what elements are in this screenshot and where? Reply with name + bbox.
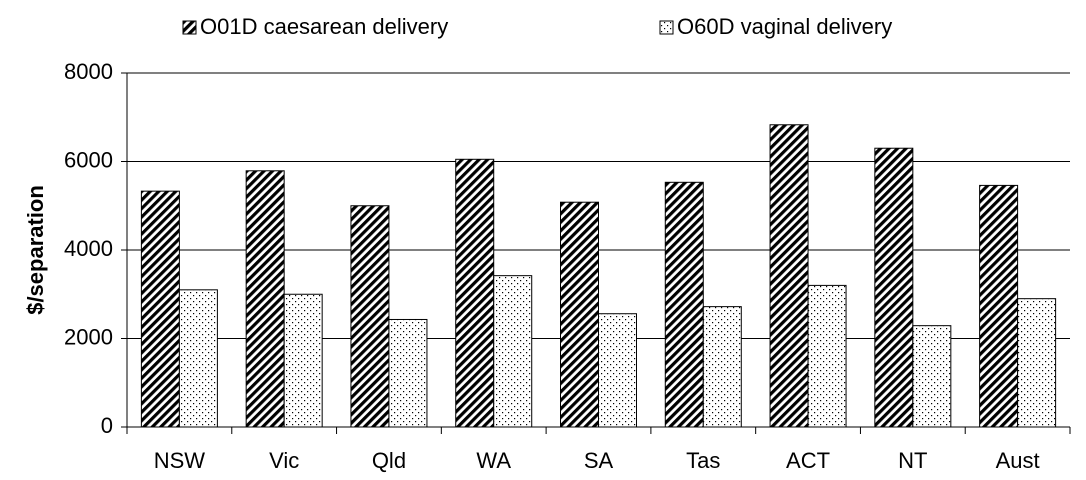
y-axis-label: $/separation [23,185,48,315]
x-tick-label: NT [898,448,927,473]
bar [245,170,285,428]
bar [283,293,323,428]
x-tick-label: Vic [269,448,299,473]
bar [769,124,809,428]
y-tick-label: 4000 [64,236,113,261]
bar [1017,298,1057,428]
x-tick-label: Aust [996,448,1040,473]
y-tick-label: 8000 [64,59,113,84]
x-tick-label: ACT [786,448,830,473]
bar [912,325,952,428]
bar [350,205,390,428]
legend-swatch [182,20,197,35]
x-tick-label: NSW [154,448,206,473]
x-tick-label: Qld [372,448,406,473]
bar [702,306,742,428]
y-tick-label: 0 [101,413,113,438]
y-tick-label: 6000 [64,147,113,172]
bar [178,289,218,428]
y-tick-label: 2000 [64,324,113,349]
x-tick-label: WA [476,448,511,473]
bar [388,318,428,428]
x-tick-label: Tas [686,448,720,473]
x-tick-label: SA [584,448,614,473]
legend-label: O60D vaginal delivery [677,14,892,39]
bar [979,184,1019,428]
legend-swatch [659,20,674,35]
bar [493,275,533,428]
bar [664,181,704,428]
bar [560,201,599,428]
bar [140,190,180,428]
bar [598,313,637,428]
bar [455,158,495,428]
legend-label: O01D caesarean delivery [200,14,448,39]
bar [807,284,847,428]
bar [874,147,914,428]
